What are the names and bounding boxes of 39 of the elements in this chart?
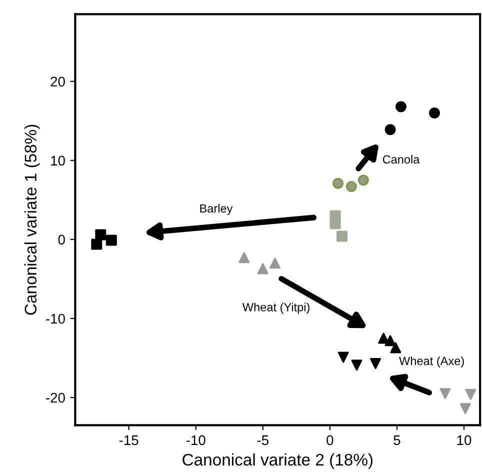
point	[238, 252, 250, 264]
annotation: Canola	[382, 154, 420, 164]
point	[330, 218, 341, 230]
point	[336, 230, 348, 242]
point	[440, 388, 451, 400]
x-tick-label: 5	[394, 435, 400, 446]
x-tick-label: -15	[119, 435, 138, 446]
point	[390, 342, 402, 354]
point	[257, 263, 268, 274]
point	[95, 229, 106, 240]
point	[358, 174, 369, 186]
point	[106, 234, 117, 246]
y-tick-label: 20	[50, 76, 65, 87]
point	[465, 388, 476, 400]
x-axis-title: Canonical variate 2 (18%)	[182, 453, 372, 469]
x-tick-label: -5	[257, 435, 268, 446]
x-tick-label: 0	[326, 435, 334, 446]
annotation: Wheat (Yitpi)	[242, 302, 310, 314]
point	[91, 238, 102, 250]
point	[428, 108, 440, 118]
y-tick-label: -20	[46, 392, 65, 403]
point	[338, 352, 349, 363]
point	[384, 124, 396, 136]
point	[370, 358, 381, 370]
y-tick-label: 10	[51, 156, 65, 166]
y-tick-label: 0	[58, 234, 65, 245]
point	[384, 335, 396, 346]
y-tick-label: -10	[46, 314, 65, 324]
x-tick-label: 10	[457, 435, 472, 446]
point	[346, 181, 357, 192]
y-axis-title: Canonical variate 1 (58%)	[24, 124, 40, 315]
annotation: Barley	[200, 204, 233, 215]
point	[395, 101, 406, 112]
point	[351, 360, 362, 371]
point	[460, 403, 471, 414]
point	[332, 178, 344, 189]
annotation: Wheat (Axe)	[399, 356, 464, 368]
point	[269, 258, 280, 269]
x-tick-label: -10	[186, 435, 206, 446]
